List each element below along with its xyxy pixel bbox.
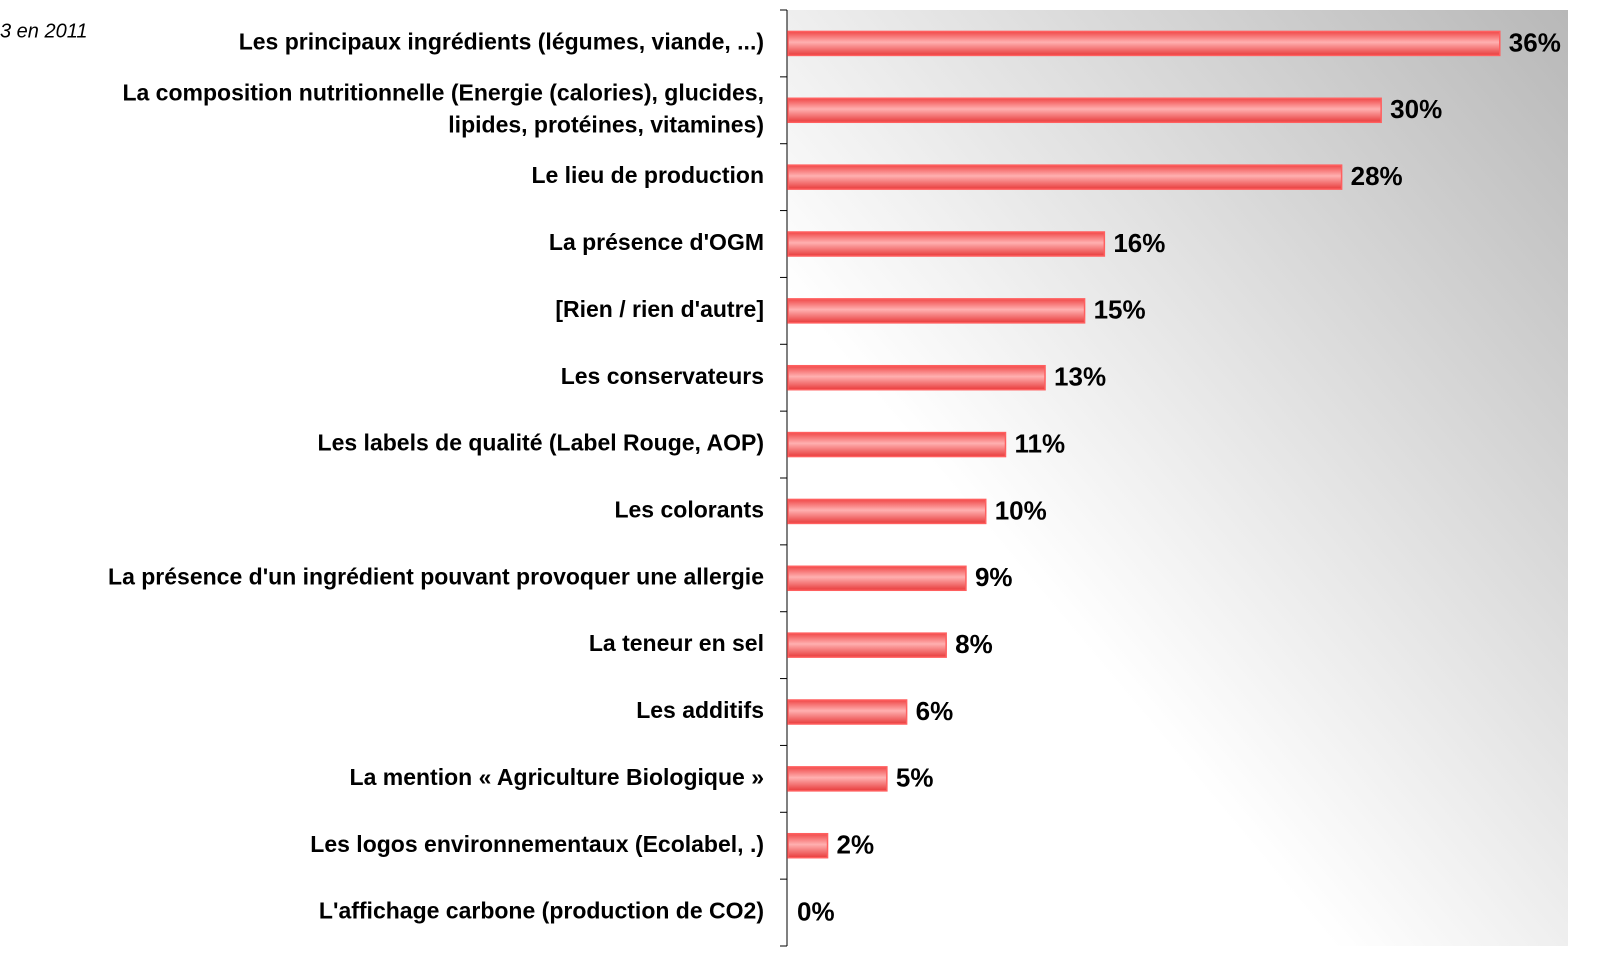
- y-tick-label: La présence d'OGM: [549, 229, 764, 255]
- y-tick-label: La teneur en sel: [589, 630, 764, 656]
- data-label: 9%: [975, 562, 1013, 592]
- y-tick-label: L'affichage carbone (production de CO2): [319, 898, 764, 924]
- plot-background: [787, 10, 1568, 946]
- bar: [787, 364, 1046, 391]
- y-tick-label: Les additifs: [636, 697, 764, 723]
- y-tick-label: Les logos environnementaux (Ecolabel, .): [310, 831, 764, 857]
- y-tick-label: Les principaux ingrédients (légumes, via…: [239, 29, 764, 55]
- data-label: 36%: [1509, 27, 1561, 57]
- bar: [787, 30, 1501, 57]
- data-label: 2%: [837, 830, 875, 860]
- data-label: 15%: [1094, 295, 1146, 325]
- bar: [787, 298, 1086, 324]
- bar: [787, 632, 947, 658]
- data-label: 30%: [1390, 94, 1442, 124]
- y-tick-label: Le lieu de production: [531, 162, 764, 188]
- bar: [787, 164, 1343, 190]
- y-tick-label: La présence d'un ingrédient pouvant prov…: [108, 563, 764, 589]
- y-tick-label: [Rien / rien d'autre]: [555, 296, 764, 322]
- bar: [787, 832, 829, 859]
- data-label: 6%: [916, 696, 954, 726]
- y-tick-label: Les conservateurs: [561, 363, 764, 389]
- bar: [787, 231, 1106, 257]
- data-label: 16%: [1113, 228, 1165, 258]
- data-label: 13%: [1054, 362, 1106, 392]
- data-label: 8%: [955, 629, 993, 659]
- data-label: 5%: [896, 763, 934, 793]
- data-label: 11%: [1014, 428, 1065, 458]
- y-tick-label: La composition nutritionnelle (Energie (…: [122, 79, 764, 137]
- data-label: 0%: [797, 896, 835, 926]
- data-label: 10%: [995, 495, 1047, 525]
- y-tick-label: La mention « Agriculture Biologique »: [350, 764, 764, 790]
- bar: [787, 498, 987, 525]
- bar: [787, 766, 888, 792]
- annotation: 3 en 2011: [0, 20, 88, 42]
- y-tick-label: Les colorants: [614, 497, 764, 523]
- bar: [787, 97, 1382, 124]
- data-label: 28%: [1351, 161, 1403, 191]
- y-tick-label: Les labels de qualité (Label Rouge, AOP): [318, 430, 764, 456]
- bar: [787, 565, 967, 592]
- bar: [787, 431, 1007, 458]
- bar: [787, 699, 908, 725]
